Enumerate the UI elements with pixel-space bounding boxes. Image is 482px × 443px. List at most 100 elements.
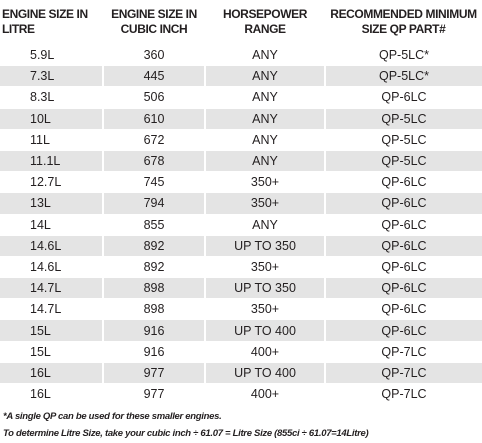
table-cell: 10L: [0, 108, 103, 130]
table-cell: ANY: [204, 108, 325, 130]
table-cell: QP-6LC: [324, 214, 482, 236]
footnotes: *A single QP can be used for these small…: [0, 408, 482, 442]
table-cell: ANY: [204, 44, 325, 66]
table-cell: QP-7LC: [324, 383, 482, 405]
table-cell: 16L: [30, 387, 51, 402]
table-row: 15L 916 400+ QP-7LC: [0, 341, 482, 363]
table-cell: 14.6L: [0, 235, 103, 257]
table-row: 11L 672 ANY QP-5LC: [0, 129, 482, 151]
table-cell: 898: [102, 298, 205, 320]
table-row: 14L 855 ANY QP-6LC: [0, 214, 482, 236]
table-cell: 12.7L: [30, 175, 62, 190]
table-cell: 14L: [30, 217, 51, 232]
header-line: RECOMMENDED MINIMUM: [330, 7, 477, 21]
table-row: 11.1L 678 ANY QP-5LC: [0, 150, 482, 172]
column-header: HORSEPOWER RANGE: [205, 0, 325, 45]
table-row: 14.6L 892 350+ QP-6LC: [0, 256, 482, 278]
header-line: LITRE: [2, 22, 35, 36]
table-cell: 977: [102, 383, 205, 405]
table-cell: 892: [102, 256, 205, 278]
table-cell: QP-6LC: [324, 235, 482, 257]
table-cell: QP-6LC: [324, 171, 482, 193]
table-cell: UP TO 350: [204, 277, 325, 299]
table-cell: 350+: [204, 171, 325, 193]
table-row: 7.3L 445 ANY QP-5LC*: [0, 65, 482, 87]
table-cell: UP TO 400: [204, 319, 325, 342]
table-row: 8.3L 506 ANY QP-6LC: [0, 86, 482, 109]
table-cell: 350+: [204, 298, 325, 320]
header-line: RANGE: [244, 22, 286, 36]
table-cell: 7.3L: [0, 65, 103, 87]
table-cell: QP-6LC: [324, 256, 482, 278]
table-cell: 672: [102, 129, 205, 151]
table-cell: QP-5LC: [324, 150, 482, 172]
table-cell: 855: [102, 214, 205, 236]
table-cell: 916: [102, 341, 205, 363]
table-cell: UP TO 350: [204, 235, 325, 257]
header-line: CUBIC INCH: [120, 22, 188, 36]
table-cell: ANY: [204, 214, 325, 236]
table-row: 14.7L 898 350+ QP-6LC: [0, 298, 482, 320]
table-cell: 400+: [204, 383, 325, 405]
table-cell: 898: [102, 277, 205, 299]
table-cell: 360: [102, 44, 205, 66]
table-cell: ANY: [204, 86, 325, 109]
table-cell: 350+: [204, 192, 325, 214]
table-cell: 5.9L: [30, 48, 55, 63]
column-header: RECOMMENDED MINIMUM SIZE QP PART#: [325, 0, 482, 45]
table-cell: UP TO 400: [204, 362, 325, 384]
table-cell: ANY: [204, 129, 325, 151]
table-cell: 14.7L: [0, 277, 103, 299]
table-cell: 11L: [30, 132, 50, 147]
table-cell: 977: [102, 362, 205, 384]
table-cell: ANY: [204, 150, 325, 172]
table-row: 16L 977 UP TO 400 QP-7LC: [0, 362, 482, 384]
table-cell: 892: [102, 235, 205, 257]
table-cell: QP-6LC: [324, 192, 482, 214]
column-header: ENGINE SIZE IN CUBIC INCH: [103, 0, 205, 45]
table-cell: QP-7LC: [324, 362, 482, 384]
engine-table: ENGINE SIZE IN LITRE ENGINE SIZE IN CUBIC I…: [0, 0, 482, 405]
table-cell: 610: [102, 108, 205, 130]
table-cell: 13L: [0, 192, 103, 214]
table-row: 15L 916 UP TO 400 QP-6LC: [0, 319, 482, 342]
table-cell: QP-6LC: [324, 86, 482, 109]
table-cell: 400+: [204, 341, 325, 363]
table-body: 5.9L 360 ANY QP-5LC* 7.3L 445 ANY QP-5LC* 8.3L 50…: [0, 44, 482, 405]
table-cell: QP-6LC: [324, 319, 482, 342]
table-cell: 16L: [0, 362, 103, 384]
table-cell: QP-5LC*: [324, 44, 482, 66]
table-cell: QP-5LC*: [324, 65, 482, 87]
column-header: ENGINE SIZE IN LITRE: [0, 0, 103, 45]
footnote: *A single QP can be used for these small…: [3, 411, 222, 423]
table-cell: QP-6LC: [324, 277, 482, 299]
table-cell: 8.3L: [30, 90, 55, 105]
header-row: ENGINE SIZE IN LITRE ENGINE SIZE IN CUBIC I…: [0, 0, 482, 45]
table-cell: ANY: [204, 65, 325, 87]
table-cell: 745: [102, 171, 205, 193]
table-row: 5.9L 360 ANY QP-5LC*: [0, 44, 482, 66]
table-row: 10L 610 ANY QP-5LC: [0, 108, 482, 130]
table-cell: 15L: [0, 319, 103, 342]
table-row: 16L 977 400+ QP-7LC: [0, 383, 482, 405]
table-row: 12.7L 745 350+ QP-6LC: [0, 171, 482, 193]
table-cell: 350+: [204, 256, 325, 278]
table-cell: QP-7LC: [324, 341, 482, 363]
table-cell: QP-5LC: [324, 129, 482, 151]
table-cell: 794: [102, 192, 205, 214]
table-cell: 506: [102, 86, 205, 109]
table-row: 14.7L 898 UP TO 350 QP-6LC: [0, 277, 482, 299]
table-row: 14.6L 892 UP TO 350 QP-6LC: [0, 235, 482, 257]
table-cell: 916: [102, 319, 205, 342]
table-cell: 14.7L: [30, 302, 62, 317]
header-line: SIZE QP PART#: [361, 22, 446, 36]
table-cell: 14.6L: [30, 259, 62, 274]
table-cell: 678: [102, 150, 205, 172]
header-line: HORSEPOWER: [222, 7, 307, 21]
table-row: 13L 794 350+ QP-6LC: [0, 192, 482, 214]
header-line: ENGINE SIZE IN: [111, 7, 197, 21]
table-cell: 445: [102, 65, 205, 87]
table-cell: QP-5LC: [324, 108, 482, 130]
table-cell: 11.1L: [0, 150, 103, 172]
